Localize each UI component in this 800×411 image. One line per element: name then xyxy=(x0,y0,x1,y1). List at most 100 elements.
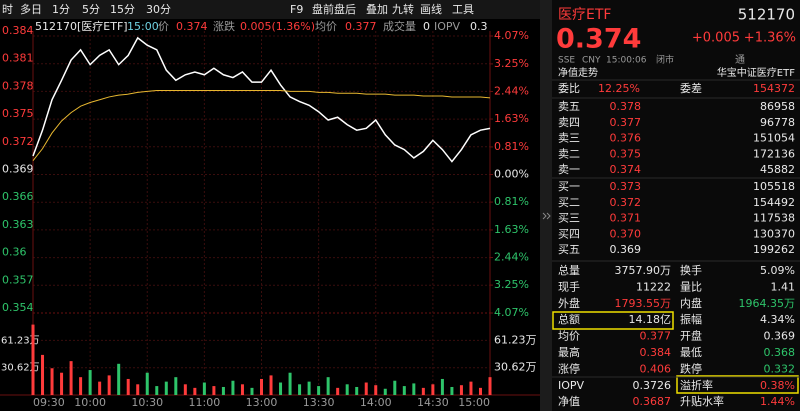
stat-label: 总额 xyxy=(558,312,580,326)
order-label: 买二 xyxy=(558,196,580,209)
stat-label: 现手 xyxy=(558,279,580,293)
stat-value: 1964.35万 xyxy=(739,297,796,310)
tool[interactable]: 盘前盘后 xyxy=(312,2,356,16)
badge[interactable]: 通 xyxy=(735,54,745,66)
quote-value: 0.374 xyxy=(176,20,208,33)
volume-bar xyxy=(393,380,397,395)
order-price: 0.373 xyxy=(610,180,642,193)
order-price: 0.376 xyxy=(610,132,642,145)
expand-icon[interactable] xyxy=(542,212,551,220)
volume-tick-label: 61.23万 xyxy=(1,335,40,346)
stat-value: 1793.55万 xyxy=(615,297,672,310)
y-tick-label: 0.363 xyxy=(2,218,34,231)
stat-label: 跌停 xyxy=(680,361,702,375)
order-volume: 154492 xyxy=(753,196,795,209)
stat-value: 0.377 xyxy=(640,330,672,343)
volume-bar xyxy=(345,384,349,395)
volume-bar xyxy=(174,377,178,395)
order-label: 买五 xyxy=(558,243,580,256)
volume-bar xyxy=(450,386,454,395)
stat-label: 开盘 xyxy=(680,329,702,343)
tool[interactable]: 叠加 xyxy=(366,3,388,16)
volume-bar xyxy=(326,377,330,395)
nav-link[interactable]: 净值走势 xyxy=(558,66,598,79)
order-label: 卖一 xyxy=(558,163,580,176)
price-line xyxy=(32,89,491,161)
tab[interactable]: 时 xyxy=(2,3,13,16)
volume-bar xyxy=(260,378,263,395)
x-tick-label: 13:00 xyxy=(246,396,278,409)
x-tick-label: 13:30 xyxy=(303,396,335,409)
x-tick-label: 15:00 xyxy=(458,396,490,409)
order-volume: 130370 xyxy=(753,227,795,240)
order-volume: 45882 xyxy=(760,163,795,176)
tab[interactable]: 15分 xyxy=(110,3,135,16)
x-tick-label: 14:30 xyxy=(417,396,449,409)
change: +0.005 xyxy=(692,31,740,46)
tab[interactable]: 1分 xyxy=(52,3,70,16)
stat-label: 涨停 xyxy=(558,361,580,375)
stat-label: 换手 xyxy=(680,263,702,277)
order-label: 卖四 xyxy=(558,116,580,129)
status: 15:00:06 xyxy=(606,56,647,66)
order-volume: 151054 xyxy=(753,132,795,145)
volume-bar xyxy=(364,382,368,395)
volume-bar xyxy=(269,375,273,395)
highlight-box xyxy=(676,375,799,394)
order-price: 0.375 xyxy=(610,147,642,160)
volume-bar xyxy=(317,386,321,395)
stat-label: 量比 xyxy=(680,280,702,293)
volume-bar xyxy=(145,372,149,395)
volume-bar xyxy=(459,385,463,395)
y-tick-label: 0.378 xyxy=(2,79,34,92)
volume-bar xyxy=(79,377,83,395)
y2-tick-label: 0.81% xyxy=(494,195,529,208)
stat-value: 0.332 xyxy=(764,362,796,375)
y2-tick-label: 4.07% xyxy=(494,29,529,42)
tool[interactable]: 画线 xyxy=(420,2,442,16)
y2-tick-label: 1.63% xyxy=(494,223,529,236)
stat-label: 振幅 xyxy=(680,312,702,326)
y2-tick-label: 3.25% xyxy=(494,57,529,70)
order-volume: 172136 xyxy=(753,147,795,160)
volume-bar xyxy=(298,384,302,395)
quote-label: 涨跌 xyxy=(213,19,235,33)
tab[interactable]: 5分 xyxy=(82,3,100,16)
volume-bar xyxy=(107,375,111,395)
volume-bar xyxy=(164,381,168,395)
stat-value: 14.18亿 xyxy=(629,313,672,326)
tool[interactable]: F9 xyxy=(290,3,303,16)
stat-value: 0.369 xyxy=(764,330,796,343)
order-volume: 86958 xyxy=(760,100,795,113)
tool[interactable]: 九转 xyxy=(392,2,414,16)
stat-label: 最高 xyxy=(558,345,580,359)
volume-bar xyxy=(336,387,340,395)
volume-bar xyxy=(88,370,92,395)
tab[interactable]: 多日 xyxy=(20,2,42,16)
y2-tick-label: 0.81% xyxy=(494,140,529,153)
quote-value: 0 xyxy=(423,20,430,33)
stat-value: 0.406 xyxy=(640,362,672,375)
order-price: 0.374 xyxy=(610,163,642,176)
volume-bar xyxy=(31,324,35,395)
volume-bar xyxy=(402,386,406,395)
order-price: 0.378 xyxy=(610,100,642,113)
quote-label: 价 xyxy=(158,20,169,33)
order-label: 买三 xyxy=(558,212,580,225)
stat-value: 0.384 xyxy=(640,346,672,359)
tool[interactable]: 工具 xyxy=(452,3,474,16)
volume-bar xyxy=(50,368,54,395)
order-ratio: 委差 xyxy=(680,81,702,95)
quote-label: 成交量 xyxy=(383,19,416,33)
volume-bar xyxy=(136,384,140,395)
tab[interactable]: 30分 xyxy=(146,3,171,16)
stat-value: 11222 xyxy=(636,280,671,293)
stat-value: 0.38% xyxy=(760,379,795,392)
volume-bar xyxy=(240,384,244,395)
toolbar xyxy=(0,0,540,19)
status: CNY xyxy=(582,56,601,66)
order-price: 0.371 xyxy=(610,212,642,225)
y-tick-label: 0.357 xyxy=(2,273,34,286)
splitter[interactable] xyxy=(540,0,552,411)
